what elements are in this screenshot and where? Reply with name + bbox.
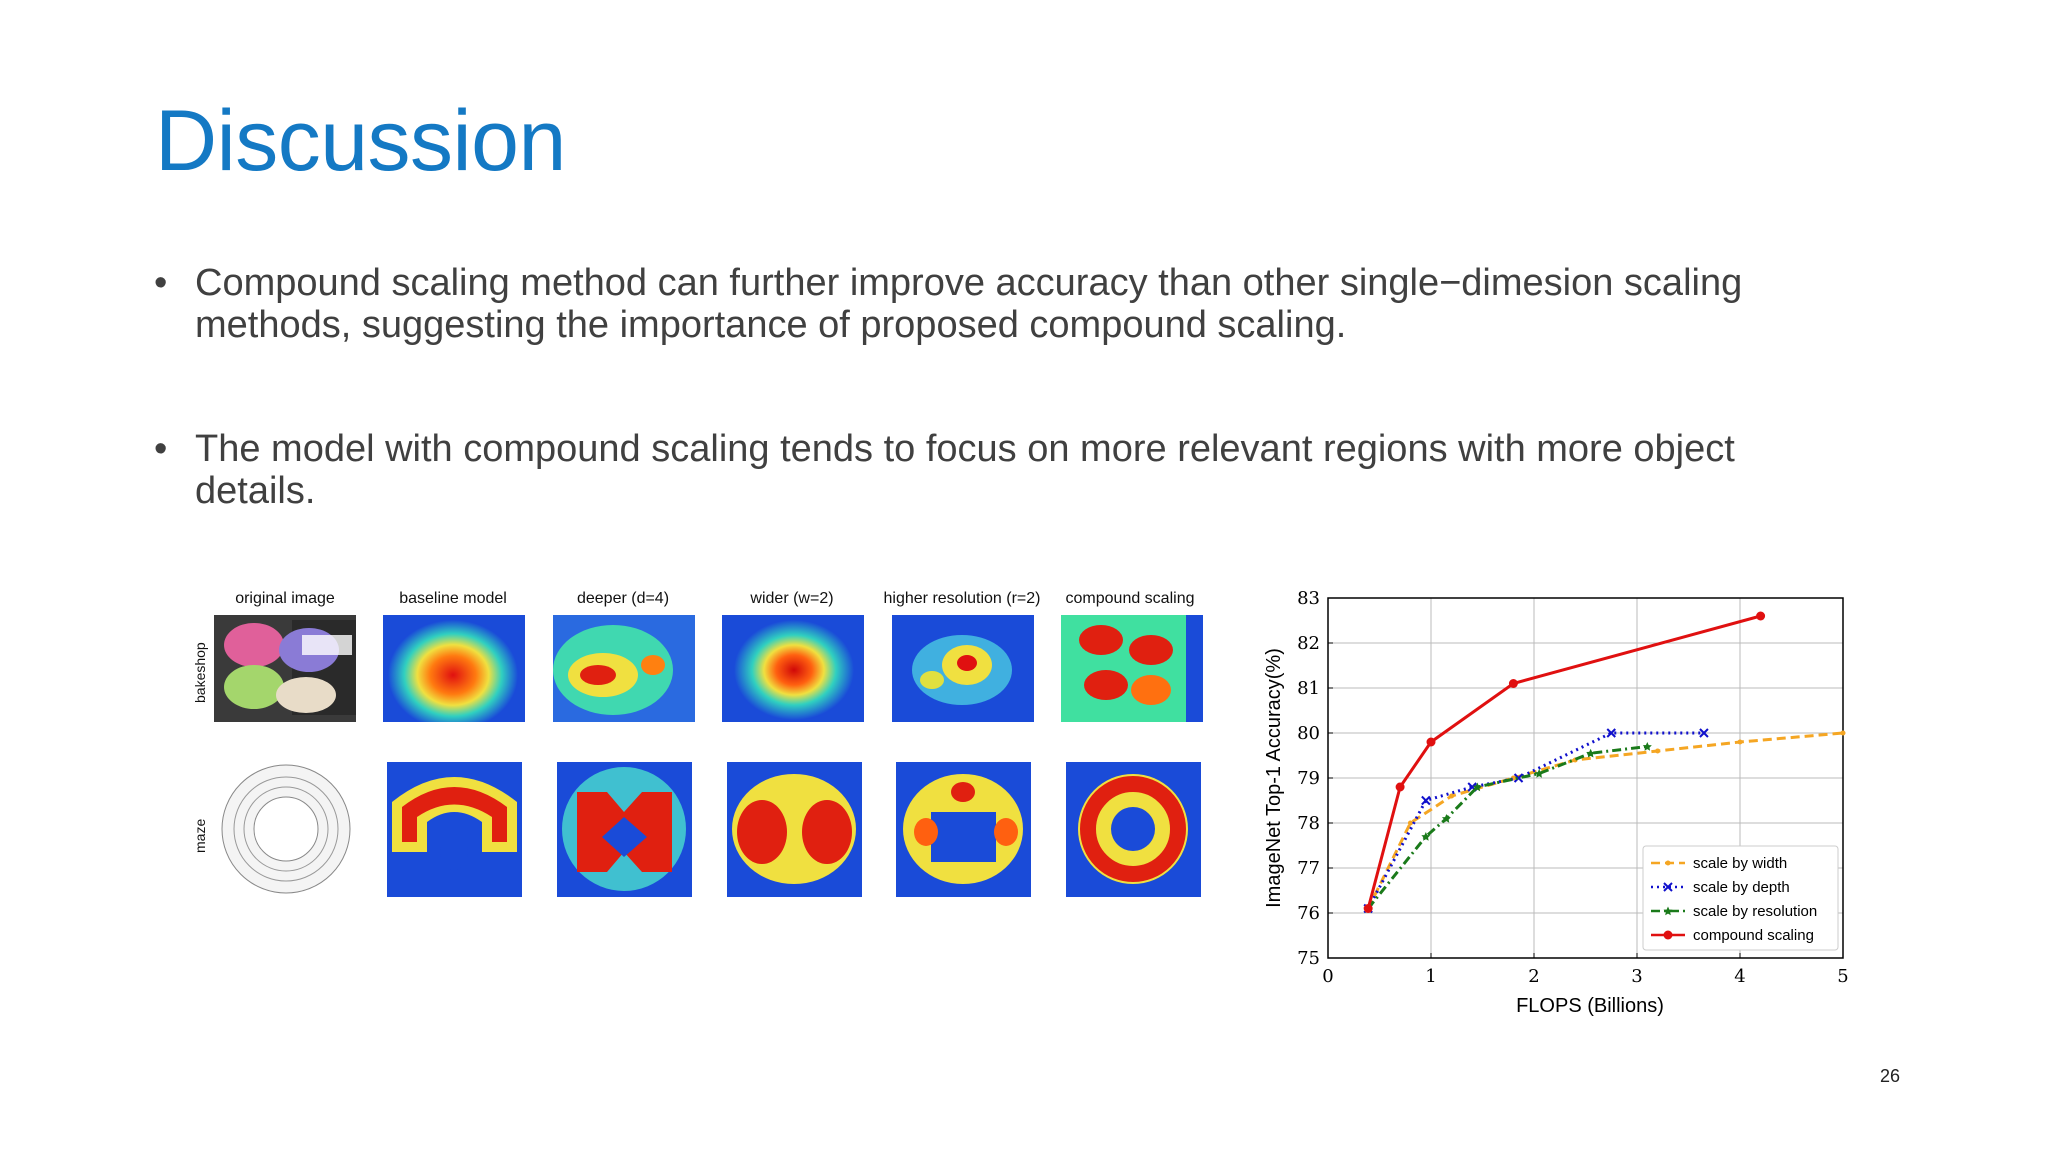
data-point-marker xyxy=(1407,820,1413,826)
data-point-marker xyxy=(1586,748,1596,758)
data-point-marker xyxy=(1421,832,1431,841)
x-axis-ticks: 0 1 2 3 4 5 xyxy=(1322,953,1849,987)
accuracy-line-chart: 75 76 77 78 79 80 81 82 83 0 1 2 3 4 5 FLOPS (Billion… xyxy=(1263,588,1849,1017)
data-point-marker xyxy=(1534,769,1544,778)
data-point-marker xyxy=(1655,748,1661,754)
heatmap-deeper-maze xyxy=(557,762,692,897)
bullet-dot-icon: • xyxy=(154,262,168,304)
legend-box xyxy=(1642,845,1839,951)
x-tick-label: 3 xyxy=(1631,966,1642,987)
y-tick-label: 79 xyxy=(1297,768,1320,789)
x-tick-label: 2 xyxy=(1528,966,1539,987)
data-point-marker xyxy=(1642,742,1652,751)
data-point-marker xyxy=(1840,730,1846,736)
chart-legend: scale by width scale by depth scale by res… xyxy=(1642,845,1839,951)
heatmap-wider-bakeshop xyxy=(722,615,864,722)
chart-series xyxy=(1363,611,1846,914)
data-point-marker xyxy=(1363,904,1373,913)
data-point-marker xyxy=(1663,906,1673,916)
y-axis-ticks: 75 76 77 78 79 80 81 82 83 xyxy=(1297,588,1333,969)
data-point-marker xyxy=(1449,793,1455,799)
data-point-marker xyxy=(1699,728,1709,738)
column-label-baseline: baseline model xyxy=(399,590,507,607)
column-label-resolution: higher resolution (r=2) xyxy=(883,590,1041,607)
data-point-marker xyxy=(1756,611,1766,621)
y-tick-label: 76 xyxy=(1297,903,1320,924)
y-axis-label: ImageNet Top-1 Accuracy(%) xyxy=(1263,648,1285,908)
legend-label: scale by width xyxy=(1693,855,1787,872)
legend-label: scale by resolution xyxy=(1693,903,1817,920)
column-label-wider: wider (w=2) xyxy=(750,590,834,607)
bullet-item: • Compound scaling method can further im… xyxy=(150,262,1850,346)
legend-label: compound scaling xyxy=(1693,927,1814,944)
y-tick-label: 81 xyxy=(1297,678,1320,699)
data-point-marker xyxy=(1508,679,1518,688)
heatmap-compound-bakeshop xyxy=(1061,615,1203,722)
data-point-marker xyxy=(1737,739,1743,745)
heatmap-wider-maze xyxy=(727,762,862,897)
heatmap-deeper-bakeshop xyxy=(553,615,695,722)
y-tick-label: 80 xyxy=(1297,723,1320,744)
data-point-marker xyxy=(1426,737,1436,747)
slide-title: Discussion xyxy=(155,93,566,189)
heatmap-baseline-maze xyxy=(387,762,522,897)
data-point-marker xyxy=(1421,795,1431,806)
heatmap-baseline-bakeshop xyxy=(383,615,525,722)
column-label-deeper: deeper (d=4) xyxy=(576,590,670,607)
x-axis-label: FLOPS (Billions) xyxy=(1516,995,1664,1017)
y-tick-label: 75 xyxy=(1297,948,1320,969)
data-point-marker xyxy=(1663,930,1673,940)
bullet-item: • The model with compound scaling tends … xyxy=(150,428,1850,512)
original-image-maze xyxy=(221,764,351,894)
y-tick-label: 82 xyxy=(1297,633,1320,654)
column-label-original: original image xyxy=(235,590,335,607)
heatmap-resolution-maze xyxy=(896,762,1031,897)
data-point-marker xyxy=(1606,728,1616,738)
data-point-marker xyxy=(1441,814,1451,823)
x-tick-label: 5 xyxy=(1837,966,1848,987)
bullet-text: The model with compound scaling tends to… xyxy=(195,428,1735,512)
heatmap-resolution-bakeshop xyxy=(892,615,1034,722)
data-point-marker xyxy=(1665,860,1671,866)
data-point-marker xyxy=(1513,773,1524,783)
data-point-marker xyxy=(1395,782,1405,792)
series-compound-scaling xyxy=(1363,611,1766,913)
y-tick-label: 78 xyxy=(1297,813,1320,834)
y-tick-label: 77 xyxy=(1297,858,1320,879)
y-tick-label: 83 xyxy=(1297,588,1320,609)
page-number: 26 xyxy=(1880,1066,1901,1086)
x-tick-label: 4 xyxy=(1734,966,1745,987)
row-label-bakeshop: bakeshop xyxy=(192,642,208,703)
legend-label: scale by depth xyxy=(1693,879,1790,896)
data-point-marker xyxy=(1663,882,1673,892)
row-label-maze: maze xyxy=(192,818,208,853)
heatmap-compound-maze xyxy=(1066,762,1201,897)
x-tick-label: 0 xyxy=(1322,966,1333,987)
bullet-text: Compound scaling method can further impr… xyxy=(195,262,1743,346)
bullet-dot-icon: • xyxy=(154,428,168,470)
data-point-marker xyxy=(1472,782,1482,792)
column-label-compound: compound scaling xyxy=(1065,590,1195,607)
series-line xyxy=(1366,731,1704,910)
original-image-bakeshop xyxy=(214,615,356,722)
x-tick-label: 1 xyxy=(1425,966,1436,987)
series-scale-by-depth xyxy=(1363,728,1709,914)
bullet-list: • Compound scaling method can further im… xyxy=(150,262,1850,594)
